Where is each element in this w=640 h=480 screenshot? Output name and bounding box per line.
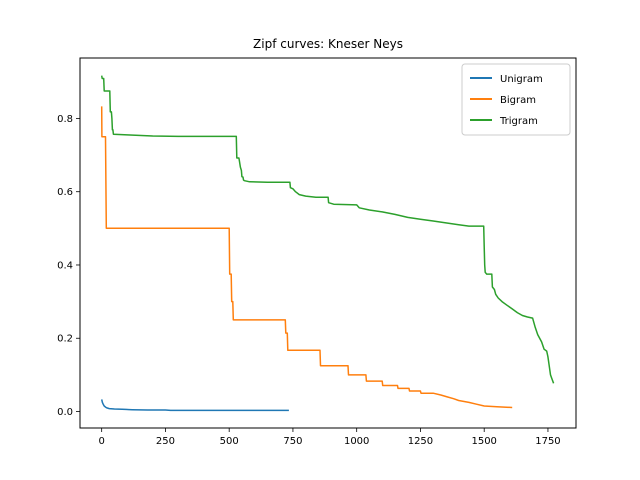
- chart-title: Zipf curves: Kneser Neys: [253, 37, 403, 51]
- plot-lines: [100, 75, 555, 412]
- x-axis: 0 250 500 750 1000 1250 1500 1750: [98, 428, 561, 447]
- y-tick-label: 0.0: [57, 407, 73, 418]
- y-axis: 0.0 0.2 0.4 0.6 0.8: [57, 114, 80, 418]
- series-line-unigram: [100, 399, 289, 412]
- legend-label-bigram: Bigram: [500, 95, 536, 106]
- y-tick-label: 0.2: [57, 334, 73, 345]
- series-line-bigram: [100, 106, 513, 409]
- y-tick-label: 0.6: [57, 187, 73, 198]
- legend-label-unigram: Unigram: [500, 74, 543, 85]
- x-tick-label: 1000: [344, 436, 369, 447]
- legend-box: [461, 63, 571, 136]
- x-tick-label: 0: [98, 436, 104, 447]
- x-tick-label: 250: [156, 436, 175, 447]
- legend: Unigram Bigram Trigram: [461, 63, 571, 136]
- x-tick-label: 1500: [471, 436, 496, 447]
- axes-frame: [79, 57, 577, 429]
- y-tick-label: 0.8: [57, 114, 73, 125]
- legend-label-trigram: Trigram: [499, 116, 538, 127]
- x-tick-label: 1250: [408, 436, 433, 447]
- series-line-trigram: [100, 75, 555, 384]
- x-tick-label: 750: [283, 436, 302, 447]
- x-tick-label: 500: [220, 436, 239, 447]
- x-tick-label: 1750: [535, 436, 560, 447]
- y-tick-label: 0.4: [57, 260, 73, 271]
